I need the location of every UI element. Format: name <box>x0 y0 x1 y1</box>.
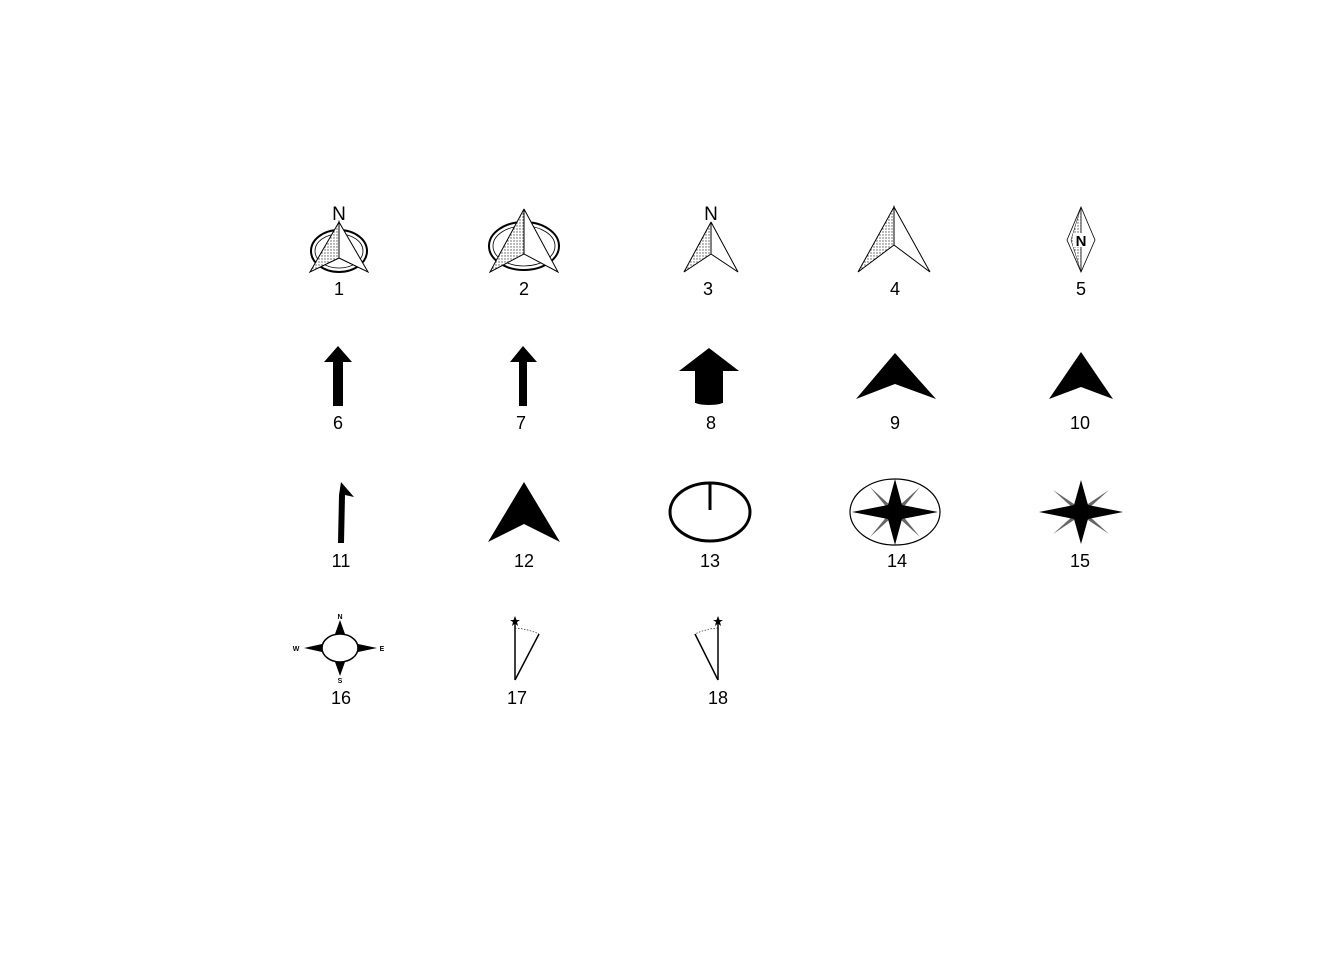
direction-west: W <box>293 646 300 653</box>
north-arrow-2-icon <box>488 208 560 274</box>
symbol-number: 9 <box>890 413 900 433</box>
symbol-number: 18 <box>708 688 728 708</box>
north-arrow-16-icon: N E S W <box>293 614 385 685</box>
direction-east: E <box>380 646 385 653</box>
north-arrow-3-icon: N <box>683 204 739 273</box>
north-arrow-14-icon <box>849 478 941 546</box>
symbol-number: 15 <box>1070 551 1090 571</box>
north-letter: N <box>332 204 346 225</box>
symbol-number: 8 <box>706 413 716 433</box>
north-arrow-12-icon <box>488 482 560 542</box>
north-arrow-17-icon <box>510 616 540 681</box>
north-letter: N <box>1076 233 1087 250</box>
symbol-number: 3 <box>703 279 713 299</box>
symbol-number: 13 <box>700 551 720 571</box>
north-arrow-9-icon <box>856 353 936 399</box>
north-arrow-13-icon <box>668 481 752 543</box>
symbol-number: 1 <box>334 279 344 299</box>
symbol-number: 6 <box>333 413 343 433</box>
north-arrow-6-icon <box>324 346 352 406</box>
symbol-number: 2 <box>519 279 529 299</box>
symbol-number: 11 <box>332 551 351 571</box>
north-arrow-15-icon <box>1039 480 1123 544</box>
north-arrow-11-icon <box>338 482 354 543</box>
north-letter: N <box>704 204 718 225</box>
north-arrow-7-icon <box>510 346 537 406</box>
symbol-number: 7 <box>516 413 526 433</box>
north-arrow-1-icon: N <box>308 204 370 274</box>
symbol-number: 4 <box>890 279 900 299</box>
symbol-number: 10 <box>1070 413 1090 433</box>
north-arrow-4-icon <box>857 205 931 273</box>
north-arrow-10-icon <box>1049 352 1113 399</box>
north-arrow-5-icon: N <box>1066 205 1096 273</box>
symbol-number: 5 <box>1076 279 1086 299</box>
symbol-number: 12 <box>514 551 534 571</box>
symbol-number: 16 <box>331 688 351 708</box>
symbol-number: 17 <box>507 688 527 708</box>
direction-north: N <box>337 614 342 621</box>
symbol-number: 14 <box>887 551 907 571</box>
direction-south: S <box>338 678 343 685</box>
north-arrow-18-icon <box>694 616 723 681</box>
north-arrow-8-icon <box>679 348 739 405</box>
